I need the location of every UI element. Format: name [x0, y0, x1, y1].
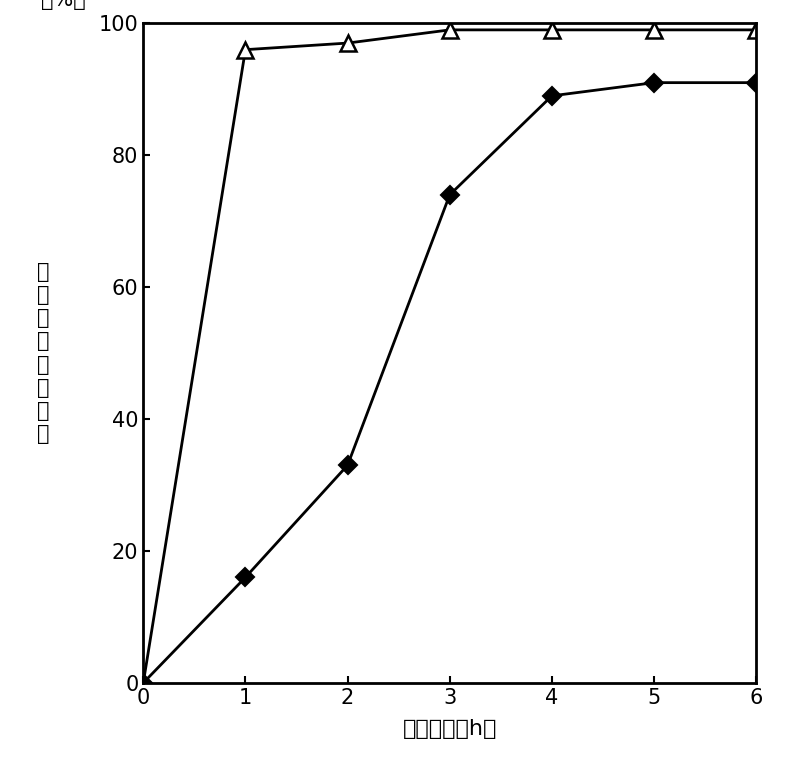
Y-axis label: 间
二
碀
基
本
转
化
率: 间 二 碀 基 本 转 化 率 — [37, 262, 49, 445]
Text: （%）: （%） — [41, 0, 86, 10]
X-axis label: 反应时间（h）: 反应时间（h） — [403, 719, 497, 739]
